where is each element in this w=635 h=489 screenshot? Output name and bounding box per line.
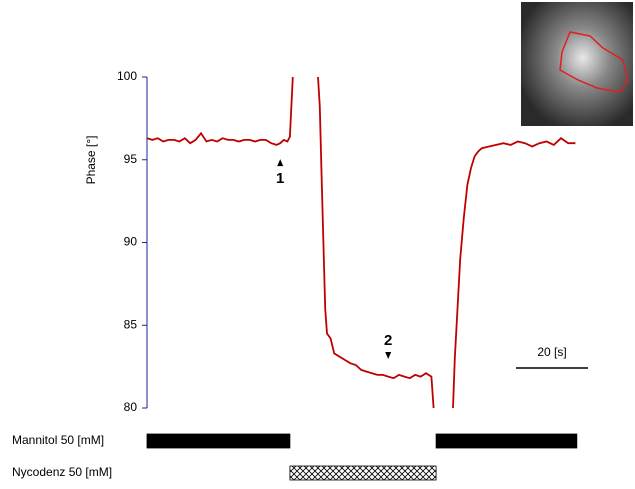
treatment-bar (435, 433, 578, 449)
annotation-label: 2 (384, 332, 392, 349)
annotation-arrow (277, 159, 284, 167)
treatment-bar (146, 433, 291, 449)
y-axis-label: Phase [°] (84, 136, 98, 185)
treatment-label: Nycodenz 50 [mM] (12, 465, 112, 479)
treatment-bar (289, 465, 437, 481)
y-tick-label: 90 (124, 235, 138, 249)
trace-line (146, 76, 576, 409)
y-tick-label: 100 (117, 69, 137, 83)
treatment-label: Mannitol 50 [mM] (12, 433, 104, 447)
annotation-label: 1 (276, 170, 284, 187)
y-tick-label: 95 (124, 152, 138, 166)
cell-image (521, 2, 633, 126)
y-tick-label: 80 (124, 400, 138, 414)
annotation-arrow (385, 351, 392, 359)
scale-bar-label: 20 [s] (537, 345, 566, 359)
y-tick-label: 85 (124, 317, 138, 331)
